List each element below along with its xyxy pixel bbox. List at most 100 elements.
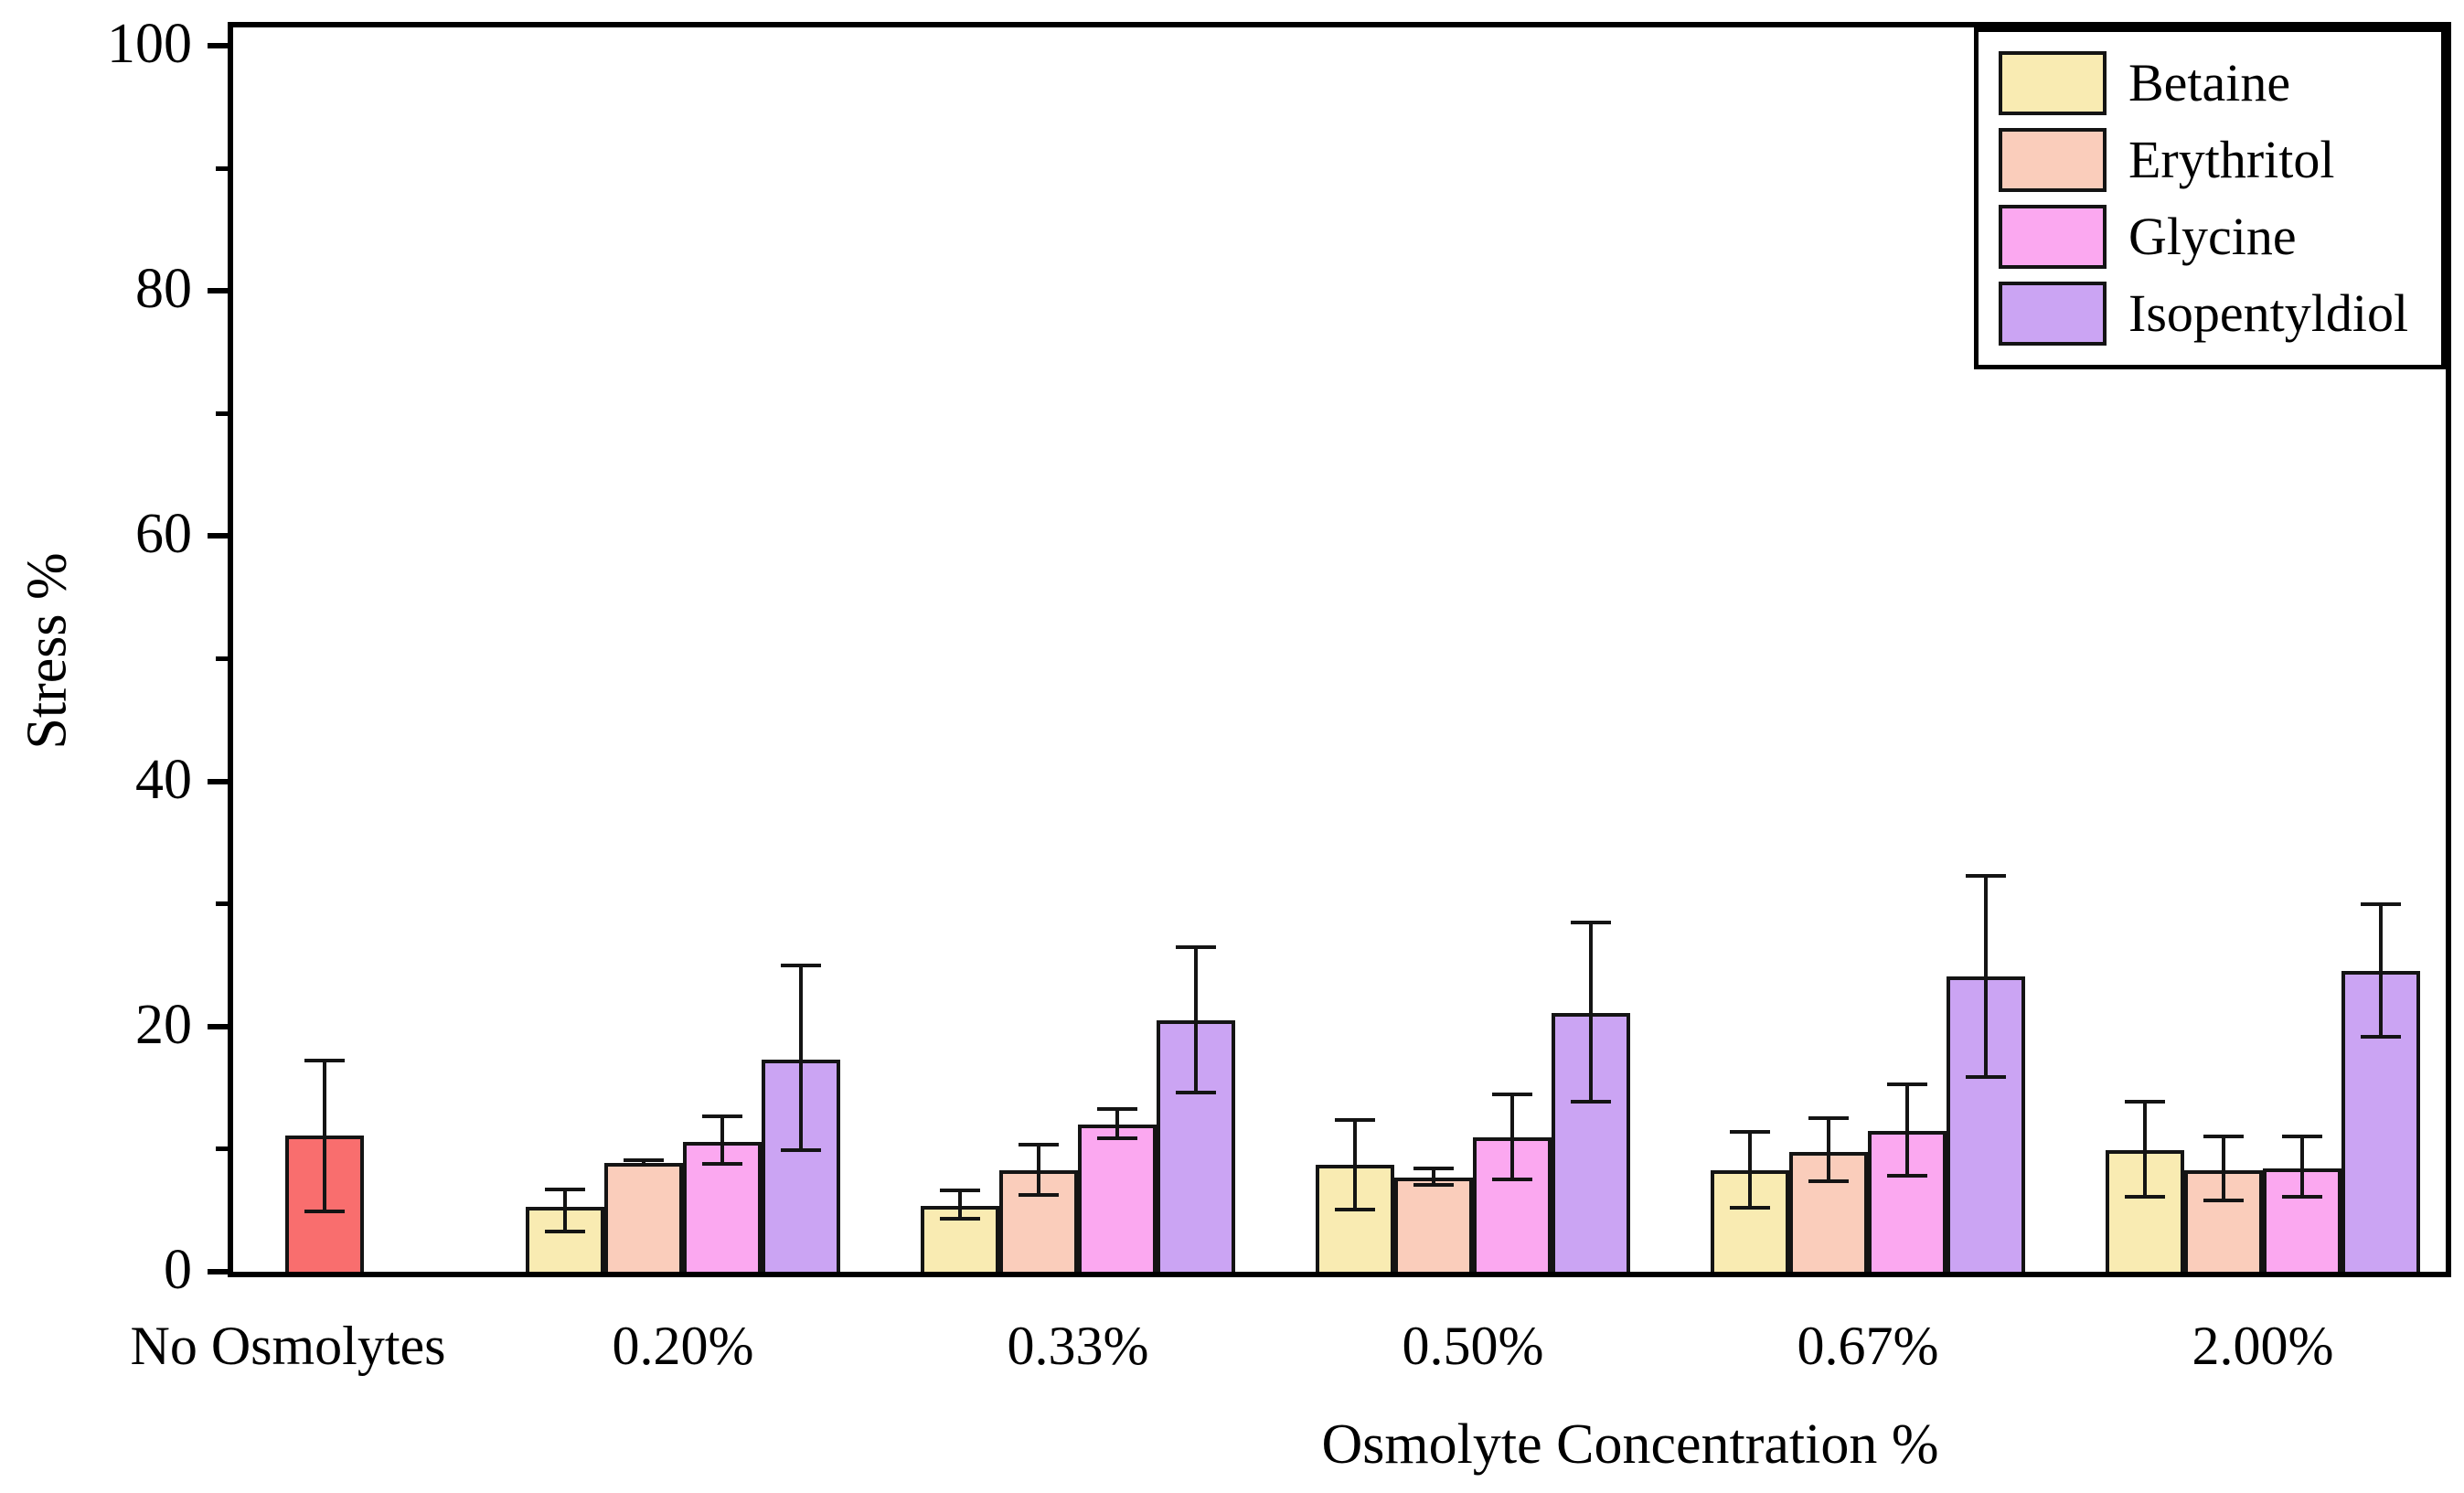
error-bar-cap-bottom-glycine-2 <box>1097 1136 1137 1140</box>
x-tick-label: 0.50% <box>1402 1316 1544 1376</box>
plot-area: Betaine Erythritol Glycine Isopentyldiol 0 2… <box>107 13 2451 1376</box>
error-bar-cap-top-glycine-3 <box>1492 1092 1532 1096</box>
legend-swatch-glycine <box>1999 205 2107 269</box>
legend-swatch-isopentyldiol <box>1999 282 2107 346</box>
bar-erythritol-0.50% <box>1394 1177 1473 1272</box>
error-bar-cap-bottom-isopentyldiol-5 <box>2361 1034 2401 1039</box>
y-tick-label: 20 <box>135 993 192 1056</box>
legend-row: Glycine <box>1999 198 2441 275</box>
error-bar-line-betaine-2 <box>958 1190 962 1220</box>
error-bar-cap-top-glycine-5 <box>2282 1135 2322 1139</box>
error-bar-line-isopentyldiol-4 <box>1984 875 1988 1077</box>
error-bar-cap-top-isopentyldiol-2 <box>1176 944 1216 949</box>
error-bar-cap-top-betaine-2 <box>940 1189 980 1193</box>
error-bar-line-glycine-3 <box>1510 1093 1514 1180</box>
y-minor-tick <box>216 165 228 171</box>
y-major-tick <box>208 778 228 784</box>
bar-erythritol-0.33% <box>999 1169 1078 1272</box>
y-major-tick <box>208 1269 228 1274</box>
error-bar-cap-bottom-isopentyldiol-2 <box>1176 1091 1216 1095</box>
legend-label: Glycine <box>2128 207 2297 266</box>
error-bar-cap-bottom-isopentyldiol-3 <box>1571 1099 1611 1104</box>
error-bar-line-glycine-5 <box>2300 1136 2304 1198</box>
legend-label: Erythritol <box>2128 130 2335 189</box>
error-bar-cap-top-glycine-2 <box>1097 1106 1137 1111</box>
error-bar-line-erythritol-3 <box>1432 1168 1435 1185</box>
legend-swatch-betaine <box>1999 51 2107 115</box>
legend-label: Betaine <box>2128 53 2291 112</box>
y-major-tick <box>208 533 228 539</box>
y-minor-tick <box>216 411 228 416</box>
error-bar-cap-bottom-glycine-1 <box>702 1161 742 1166</box>
error-bar-cap-bottom-erythritol-4 <box>1808 1178 1849 1183</box>
error-bar-cap-top-isopentyldiol-5 <box>2361 901 2401 906</box>
y-minor-tick <box>216 1146 228 1152</box>
error-bar-cap-bottom-glycine-4 <box>1887 1174 1927 1178</box>
legend-swatch-erythritol <box>1999 128 2107 192</box>
error-bar-cap-bottom-isopentyldiol-4 <box>1966 1074 2006 1079</box>
error-bar-cap-bottom-erythritol-3 <box>1413 1182 1454 1187</box>
error-bar-cap-top-glycine-1 <box>702 1114 742 1118</box>
error-bar-line-erythritol-2 <box>1037 1144 1040 1195</box>
error-bar-line-glycine-2 <box>1115 1108 1119 1138</box>
error-bar-cap-bottom-erythritol-5 <box>2203 1199 2244 1203</box>
error-bar-cap-top-erythritol-4 <box>1808 1116 1849 1121</box>
bar-glycine-0.33% <box>1078 1125 1157 1272</box>
error-bar-cap-top-betaine-5 <box>2125 1099 2165 1104</box>
y-tick-label: 0 <box>164 1239 192 1301</box>
error-bar-cap-top-erythritol-1 <box>624 1157 664 1162</box>
error-bar-cap-top-betaine-3 <box>1335 1117 1375 1122</box>
error-bar-cap-top-betaine-4 <box>1730 1130 1770 1135</box>
y-minor-tick <box>216 901 228 907</box>
error-bar-cap-bottom-erythritol-2 <box>1019 1192 1059 1197</box>
error-bar-line-glycine-1 <box>720 1115 724 1164</box>
error-bar-line-isopentyldiol-2 <box>1194 946 1198 1093</box>
error-bar-line-betaine-4 <box>1748 1132 1752 1209</box>
error-bar-line-erythritol-4 <box>1827 1118 1830 1181</box>
error-bar-cap-top-erythritol-3 <box>1413 1167 1454 1171</box>
error-bar-line-betaine-1 <box>563 1189 567 1232</box>
error-bar-cap-top-isopentyldiol-3 <box>1571 920 1611 924</box>
error-bar-cap-bottom-betaine-2 <box>940 1217 980 1221</box>
error-bar-cap-top-glycine-4 <box>1887 1082 1927 1086</box>
bar-erythritol-0.20% <box>604 1162 683 1272</box>
x-axis-title: Osmolyte Concentration % <box>1321 1413 1939 1476</box>
x-tick-label: 2.00% <box>2192 1316 2334 1376</box>
x-tick-label: No Osmolytes <box>130 1316 446 1376</box>
error-bar-cap-bottom-betaine-1 <box>545 1229 585 1233</box>
legend-label: Isopentyldiol <box>2128 283 2409 343</box>
error-bar-line-erythritol-1 <box>642 1159 645 1166</box>
y-major-tick <box>208 288 228 294</box>
error-bar-cap-top-isopentyldiol-4 <box>1966 873 2006 878</box>
error-bar-cap-bottom-betaine-4 <box>1730 1206 1770 1210</box>
y-tick-label: 80 <box>135 258 192 321</box>
legend-row: Betaine <box>1999 45 2441 122</box>
error-bar-line-erythritol-5 <box>2222 1136 2225 1201</box>
error-bar-cap-top-erythritol-2 <box>1019 1142 1059 1146</box>
bar-erythritol-2.00% <box>2184 1169 2263 1272</box>
error-bar-line-isopentyldiol-5 <box>2379 903 2383 1037</box>
error-bar-cap-bottom-betaine-5 <box>2125 1195 2165 1200</box>
error-bar-cap-bottom-erythritol-1 <box>624 1163 664 1168</box>
error-bar-line-isopentyldiol-3 <box>1589 922 1593 1102</box>
x-tick-label: 0.33% <box>1007 1316 1149 1376</box>
y-axis-title: Stress % <box>16 552 79 750</box>
error-bar-cap-bottom-betaine-3 <box>1335 1207 1375 1211</box>
error-bar-cap-bottom-glycine-3 <box>1492 1178 1532 1182</box>
y-tick-label: 100 <box>107 13 192 75</box>
error-bar-line-isopentyldiol-1 <box>799 965 803 1151</box>
legend-box: Betaine Erythritol Glycine Isopentyldiol <box>1974 27 2446 369</box>
legend-row: Erythritol <box>1999 122 2441 198</box>
legend-row: Isopentyldiol <box>1999 275 2441 352</box>
error-bar-cap-bottom-glycine-5 <box>2282 1195 2322 1200</box>
x-tick-label: 0.67% <box>1797 1316 1939 1376</box>
x-tick-label: 0.20% <box>612 1316 754 1376</box>
error-bar-cap-bottom-isopentyldiol-1 <box>781 1148 821 1153</box>
error-bar-cap-top-betaine-1 <box>545 1188 585 1192</box>
error-bar-cap-bottom-control <box>304 1210 345 1214</box>
y-minor-tick <box>216 656 228 661</box>
error-bar-cap-top-control <box>304 1059 345 1063</box>
y-major-tick <box>208 43 228 48</box>
error-bar-line-glycine-4 <box>1905 1083 1909 1177</box>
